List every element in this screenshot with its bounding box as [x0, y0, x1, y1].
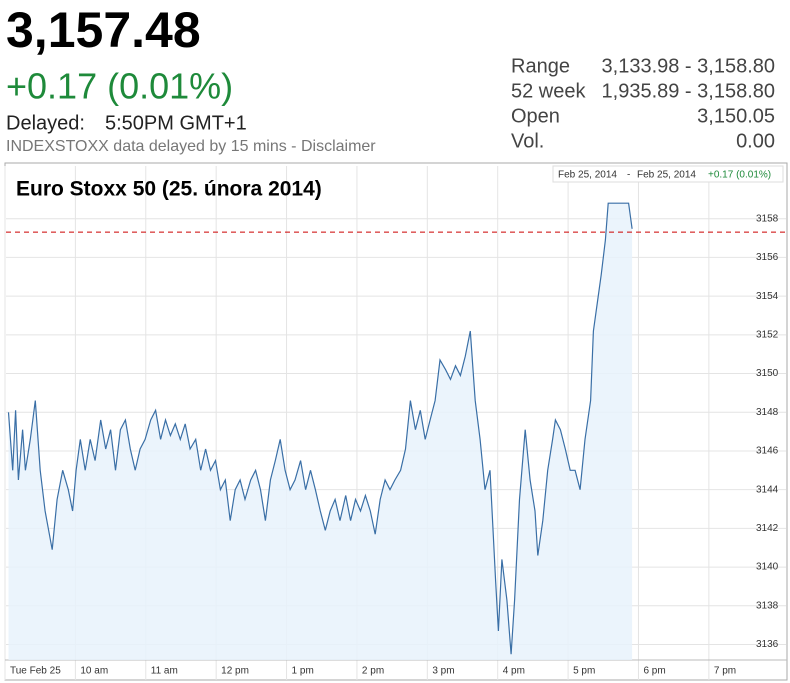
x-tick-label: 4 pm [503, 666, 525, 677]
range-end: Feb 25, 2014 [637, 170, 696, 181]
y-tick-label: 3148 [756, 407, 779, 418]
stat-label: 52 week [511, 80, 586, 102]
range-start: Feb 25, 2014 [558, 170, 617, 181]
y-tick-label: 3154 [756, 291, 779, 302]
x-tick-label: Tue Feb 25 [10, 666, 61, 677]
x-tick-label: 12 pm [221, 666, 249, 677]
delayed-time: 5:50PM GMT+1 [105, 112, 247, 134]
stat-label: Open [511, 105, 560, 127]
stat-value: 1,935.89 - 3,158.80 [602, 80, 775, 102]
stat-value: 3,133.98 - 3,158.80 [602, 55, 775, 77]
x-tick-label: 7 pm [714, 666, 736, 677]
price-line [7, 202, 633, 655]
x-tick-label: 5 pm [573, 666, 595, 677]
x-tick-label: 1 pm [292, 666, 314, 677]
delayed-label: Delayed: [6, 112, 85, 134]
stat-label: Range [511, 55, 570, 77]
stat-label: Vol. [511, 130, 544, 152]
stat-value: 0.00 [736, 130, 775, 152]
y-tick-label: 3144 [756, 484, 779, 495]
x-tick-label: 6 pm [643, 666, 665, 677]
y-tick-label: 3156 [756, 252, 779, 263]
y-tick-label: 3142 [756, 523, 779, 534]
y-tick-label: 3140 [756, 562, 779, 573]
y-tick-label: 3136 [756, 639, 779, 650]
y-tick-label: 3138 [756, 600, 779, 611]
range-sep: - [627, 170, 630, 181]
x-tick-label: 3 pm [432, 666, 454, 677]
change: +0.17 (0.01%) [6, 66, 233, 107]
stat-value: 3,150.05 [697, 105, 775, 127]
y-tick-label: 3158 [756, 213, 779, 224]
range-box [552, 165, 784, 183]
x-tick-label: 2 pm [362, 666, 384, 677]
range-change: +0.17 (0.01%) [708, 170, 771, 181]
x-tick-label: 11 am [151, 666, 178, 677]
price: 3,157.48 [6, 2, 201, 58]
chart-title: Euro Stoxx 50 (25. února 2014) [16, 178, 322, 201]
area-fill [8, 203, 633, 660]
y-tick-label: 3150 [756, 368, 779, 379]
y-tick-label: 3152 [756, 329, 779, 340]
delay-note: INDEXSTOXX data delayed by 15 mins - Dis… [6, 138, 376, 155]
y-tick-label: 3146 [756, 446, 779, 457]
x-tick-label: 10 am [80, 666, 108, 677]
